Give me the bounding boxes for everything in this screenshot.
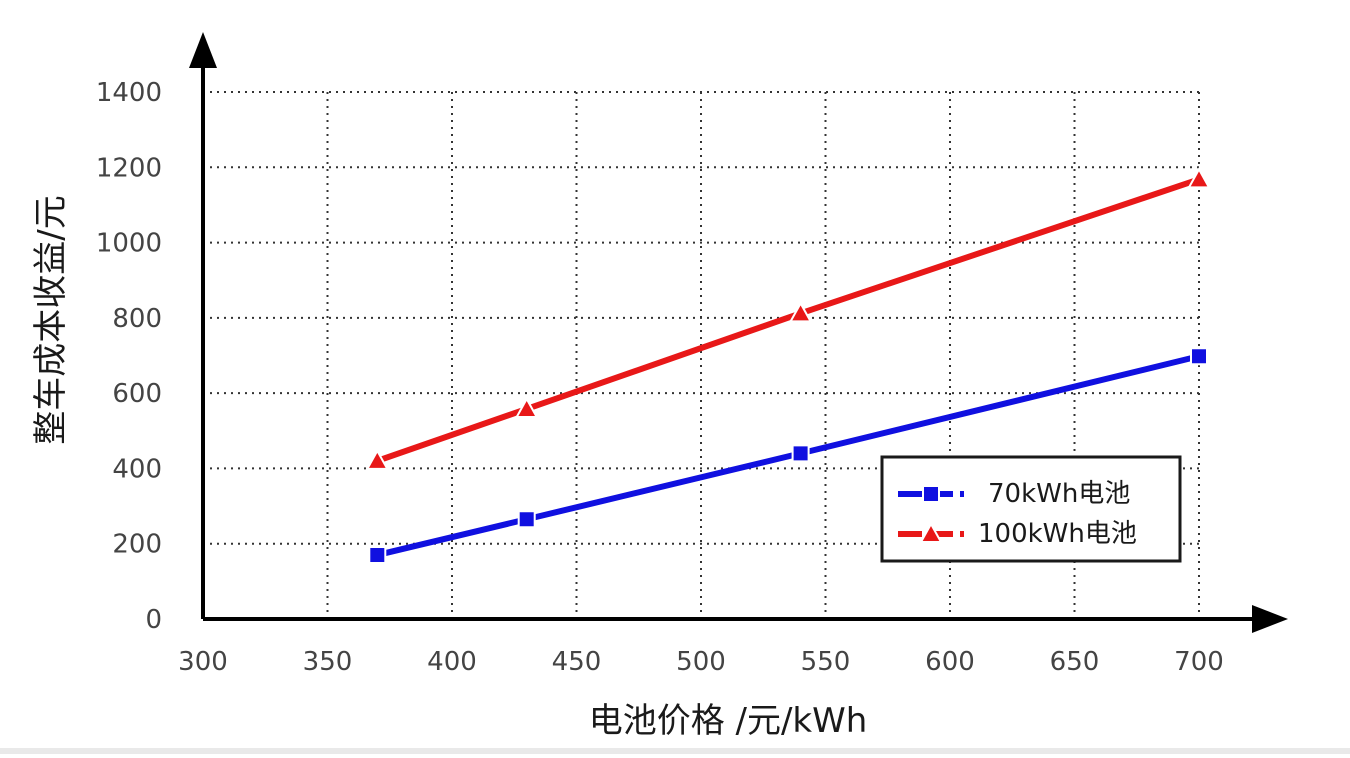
- data-point: [365, 448, 389, 470]
- series-layer: [365, 167, 1211, 565]
- data-point: [1187, 167, 1211, 189]
- y-axis-arrow: [189, 32, 217, 68]
- legend-marker: [919, 521, 943, 543]
- x-tick-label: 300: [178, 647, 228, 677]
- legend-label-100kwh: 100kWh电池: [978, 519, 1137, 549]
- data-point: [515, 396, 539, 418]
- y-tick-label: 1000: [96, 229, 162, 259]
- data-point: [791, 444, 810, 463]
- data-point: [517, 510, 536, 529]
- x-tick-label: 550: [801, 647, 851, 677]
- x-tick-label: 650: [1050, 647, 1100, 677]
- series-70kwh: [368, 347, 1208, 565]
- legend-items: [898, 485, 964, 543]
- grid-layer: [203, 91, 1200, 619]
- legend-box: [880, 455, 1182, 563]
- data-point: [788, 301, 813, 323]
- data-point: [1190, 347, 1208, 366]
- y-tick-label: 0: [145, 605, 162, 635]
- x-tick-label: 500: [676, 647, 726, 677]
- legend-marker: [922, 485, 940, 503]
- x-tick-label: 450: [552, 647, 602, 677]
- axes-layer: [189, 32, 1288, 633]
- y-tick-label: 1200: [96, 153, 162, 183]
- series-line: [376, 353, 1200, 558]
- y-tick-label: 400: [112, 454, 162, 484]
- legend: 70kWh电池 100kWh电池: [880, 455, 1182, 563]
- series-100kwh: [365, 167, 1211, 470]
- x-tick-label: 600: [925, 647, 975, 677]
- y-tick-label: 600: [112, 379, 162, 409]
- x-axis-arrow: [1252, 605, 1288, 633]
- x-tick-label: 700: [1174, 647, 1224, 677]
- y-tick-label: 800: [112, 304, 162, 334]
- y-tick-label: 200: [112, 530, 162, 560]
- x-tick-label: 350: [303, 647, 353, 677]
- legend-label-70kwh: 70kWh电池: [988, 479, 1130, 509]
- data-point: [368, 546, 387, 565]
- series-line: [376, 176, 1200, 464]
- x-axis-title: 电池价格 /元/kWh: [589, 701, 868, 741]
- tick-labels: 300 350 400 450 500 550 600 650 700 0 200 400 600 800…: [96, 78, 1224, 677]
- bottom-edge: [0, 748, 1350, 754]
- x-tick-label: 400: [427, 647, 477, 677]
- y-tick-label: 1400: [96, 78, 162, 108]
- y-axis-title: 整车成本收益/元: [31, 195, 71, 444]
